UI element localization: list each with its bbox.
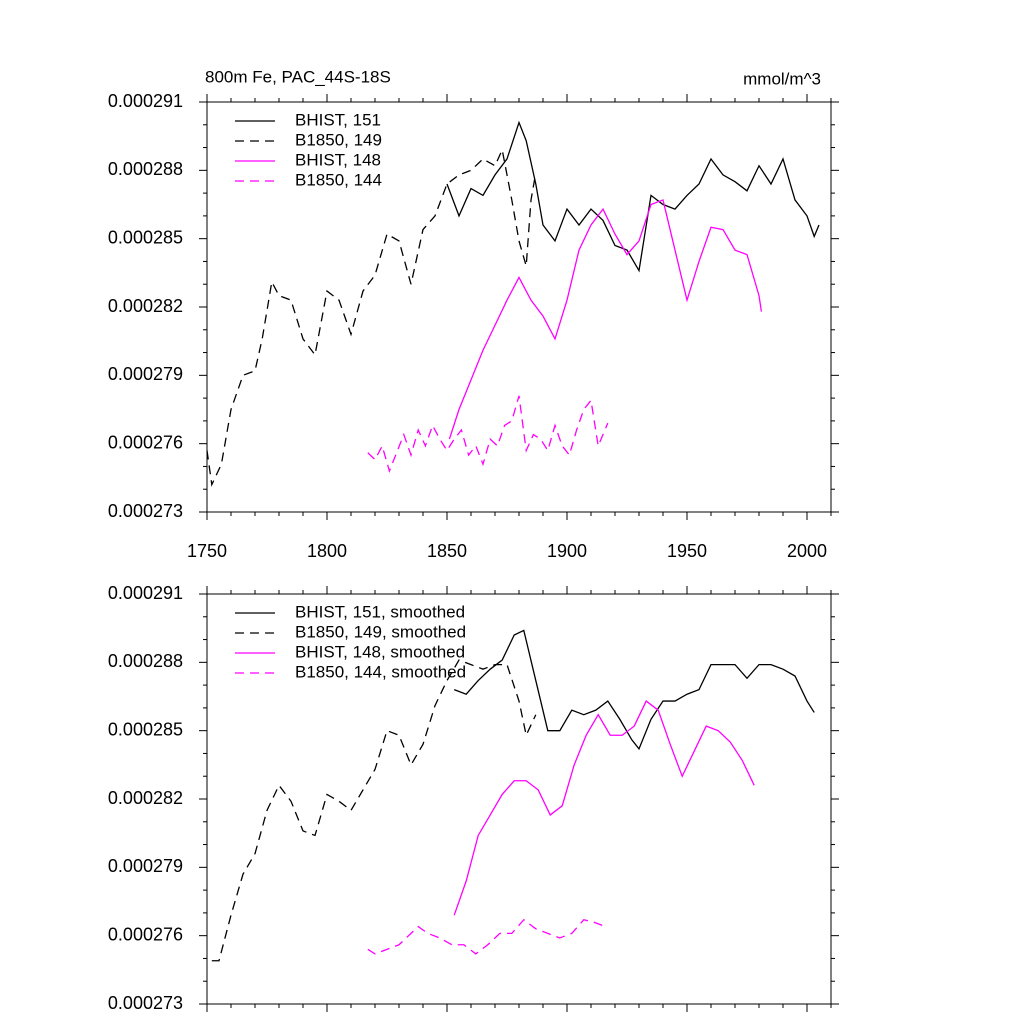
- x-tick-label: 1750: [187, 541, 227, 561]
- legend-label: BHIST, 148, smoothed: [295, 642, 465, 661]
- legend-label: B1850, 144, smoothed: [295, 662, 466, 681]
- series-line: [446, 120, 820, 273]
- series-line: [367, 918, 606, 955]
- y-tick-label: 0.000273: [108, 993, 183, 1013]
- y-tick-label: 0.000276: [108, 432, 183, 452]
- x-tick-label: 1800: [307, 541, 347, 561]
- series-line: [367, 395, 609, 474]
- x-tick-label: 1850: [427, 541, 467, 561]
- y-tick-label: 0.000291: [108, 583, 183, 603]
- series-line: [211, 659, 537, 962]
- x-tick-label: 1950: [667, 541, 707, 561]
- legend-label: BHIST, 151: [295, 110, 381, 129]
- y-tick-label: 0.000291: [108, 91, 183, 111]
- legend-label: B1850, 144: [295, 170, 382, 189]
- x-tick-label: 2000: [787, 541, 827, 561]
- series-line: [206, 147, 537, 487]
- y-tick-label: 0.000273: [108, 501, 183, 521]
- y-tick-label: 0.000285: [108, 227, 183, 247]
- x-tick-label: 1900: [547, 541, 587, 561]
- legend-label: B1850, 149, smoothed: [295, 622, 466, 641]
- y-tick-label: 0.000288: [108, 159, 183, 179]
- legend-label: B1850, 149: [295, 130, 382, 149]
- y-tick-label: 0.000279: [108, 364, 183, 384]
- units-label: mmol/m^3: [743, 69, 821, 88]
- y-tick-label: 0.000285: [108, 719, 183, 739]
- series-line: [453, 629, 815, 751]
- series-line: [453, 700, 755, 916]
- y-tick-label: 0.000282: [108, 788, 183, 808]
- y-tick-label: 0.000282: [108, 296, 183, 316]
- y-tick-label: 0.000288: [108, 651, 183, 671]
- series-line: [448, 199, 763, 440]
- y-tick-label: 0.000279: [108, 856, 183, 876]
- legend-label: BHIST, 148: [295, 150, 381, 169]
- legend-label: BHIST, 151, smoothed: [295, 602, 465, 621]
- chart-title: 800m Fe, PAC_44S-18S: [205, 67, 391, 86]
- y-tick-label: 0.000276: [108, 924, 183, 944]
